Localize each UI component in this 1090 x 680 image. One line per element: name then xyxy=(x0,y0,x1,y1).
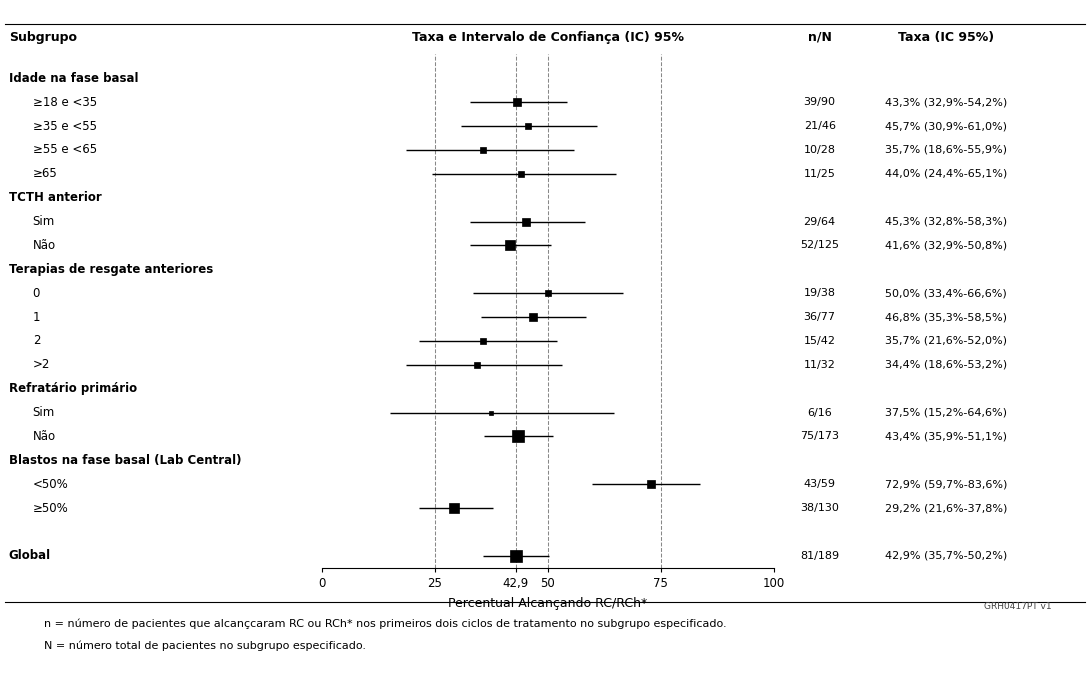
Text: N = número total de pacientes no subgrupo especificado.: N = número total de pacientes no subgrup… xyxy=(44,641,365,651)
Text: 52/125: 52/125 xyxy=(800,241,839,250)
Text: 75/173: 75/173 xyxy=(800,432,839,441)
Text: Idade na fase basal: Idade na fase basal xyxy=(9,72,138,85)
Text: Sim: Sim xyxy=(33,215,54,228)
Text: ≥18 e <35: ≥18 e <35 xyxy=(33,96,97,109)
Text: Não: Não xyxy=(33,239,56,252)
Text: 43,3% (32,9%-54,2%): 43,3% (32,9%-54,2%) xyxy=(885,97,1007,107)
Text: 43,4% (35,9%-51,1%): 43,4% (35,9%-51,1%) xyxy=(885,432,1007,441)
Text: 81/189: 81/189 xyxy=(800,551,839,561)
Text: Taxa e Intervalo de Confiança (IC) 95%: Taxa e Intervalo de Confiança (IC) 95% xyxy=(412,31,683,44)
Text: Blastos na fase basal (Lab Central): Blastos na fase basal (Lab Central) xyxy=(9,454,241,467)
Text: 19/38: 19/38 xyxy=(803,288,836,299)
Text: Global: Global xyxy=(9,549,51,562)
Text: 1: 1 xyxy=(33,311,40,324)
Text: 39/90: 39/90 xyxy=(803,97,836,107)
Text: Terapias de resgate anteriores: Terapias de resgate anteriores xyxy=(9,262,213,276)
Text: n/N: n/N xyxy=(808,31,832,44)
Text: Subgrupo: Subgrupo xyxy=(9,31,76,44)
Text: ≥55 e <65: ≥55 e <65 xyxy=(33,143,97,156)
Text: ≥35 e <55: ≥35 e <55 xyxy=(33,120,97,133)
Text: 43/59: 43/59 xyxy=(803,479,836,489)
Text: 38/130: 38/130 xyxy=(800,503,839,513)
Text: 0: 0 xyxy=(33,287,40,300)
Text: 41,6% (32,9%-50,8%): 41,6% (32,9%-50,8%) xyxy=(885,241,1007,250)
Text: 36/77: 36/77 xyxy=(803,312,836,322)
Text: >2: >2 xyxy=(33,358,50,371)
Text: 6/16: 6/16 xyxy=(808,407,832,418)
Text: 29/64: 29/64 xyxy=(803,216,836,226)
Text: <50%: <50% xyxy=(33,478,69,491)
Text: 11/32: 11/32 xyxy=(803,360,836,370)
Text: Sim: Sim xyxy=(33,406,54,419)
Text: 46,8% (35,3%-58,5%): 46,8% (35,3%-58,5%) xyxy=(885,312,1007,322)
Text: 50,0% (33,4%-66,6%): 50,0% (33,4%-66,6%) xyxy=(885,288,1007,299)
Text: 11/25: 11/25 xyxy=(803,169,836,179)
Text: 10/28: 10/28 xyxy=(803,145,836,155)
Text: 29,2% (21,6%-37,8%): 29,2% (21,6%-37,8%) xyxy=(885,503,1007,513)
Text: 21/46: 21/46 xyxy=(803,121,836,131)
Text: 37,5% (15,2%-64,6%): 37,5% (15,2%-64,6%) xyxy=(885,407,1007,418)
Text: Taxa (IC 95%): Taxa (IC 95%) xyxy=(898,31,994,44)
Text: Refratário primário: Refratário primário xyxy=(9,382,137,395)
Text: 44,0% (24,4%-65,1%): 44,0% (24,4%-65,1%) xyxy=(885,169,1007,179)
Text: n = número de pacientes que alcançcaram RC ou RCh* nos primeiros dois ciclos de : n = número de pacientes que alcançcaram … xyxy=(44,619,726,629)
Text: 45,7% (30,9%-61,0%): 45,7% (30,9%-61,0%) xyxy=(885,121,1007,131)
X-axis label: Percentual Alcançando RC/RCh*: Percentual Alcançando RC/RCh* xyxy=(448,597,647,610)
Text: 15/42: 15/42 xyxy=(803,336,836,346)
Text: 35,7% (18,6%-55,9%): 35,7% (18,6%-55,9%) xyxy=(885,145,1007,155)
Text: ≥65: ≥65 xyxy=(33,167,58,180)
Text: ≥50%: ≥50% xyxy=(33,502,69,515)
Text: GRH0417PT v1: GRH0417PT v1 xyxy=(984,602,1052,611)
Text: 35,7% (21,6%-52,0%): 35,7% (21,6%-52,0%) xyxy=(885,336,1007,346)
Text: TCTH anterior: TCTH anterior xyxy=(9,191,101,204)
Text: 34,4% (18,6%-53,2%): 34,4% (18,6%-53,2%) xyxy=(885,360,1007,370)
Text: 72,9% (59,7%-83,6%): 72,9% (59,7%-83,6%) xyxy=(885,479,1007,489)
Text: Não: Não xyxy=(33,430,56,443)
Text: 45,3% (32,8%-58,3%): 45,3% (32,8%-58,3%) xyxy=(885,216,1007,226)
Text: 42,9% (35,7%-50,2%): 42,9% (35,7%-50,2%) xyxy=(885,551,1007,561)
Text: 2: 2 xyxy=(33,335,40,347)
